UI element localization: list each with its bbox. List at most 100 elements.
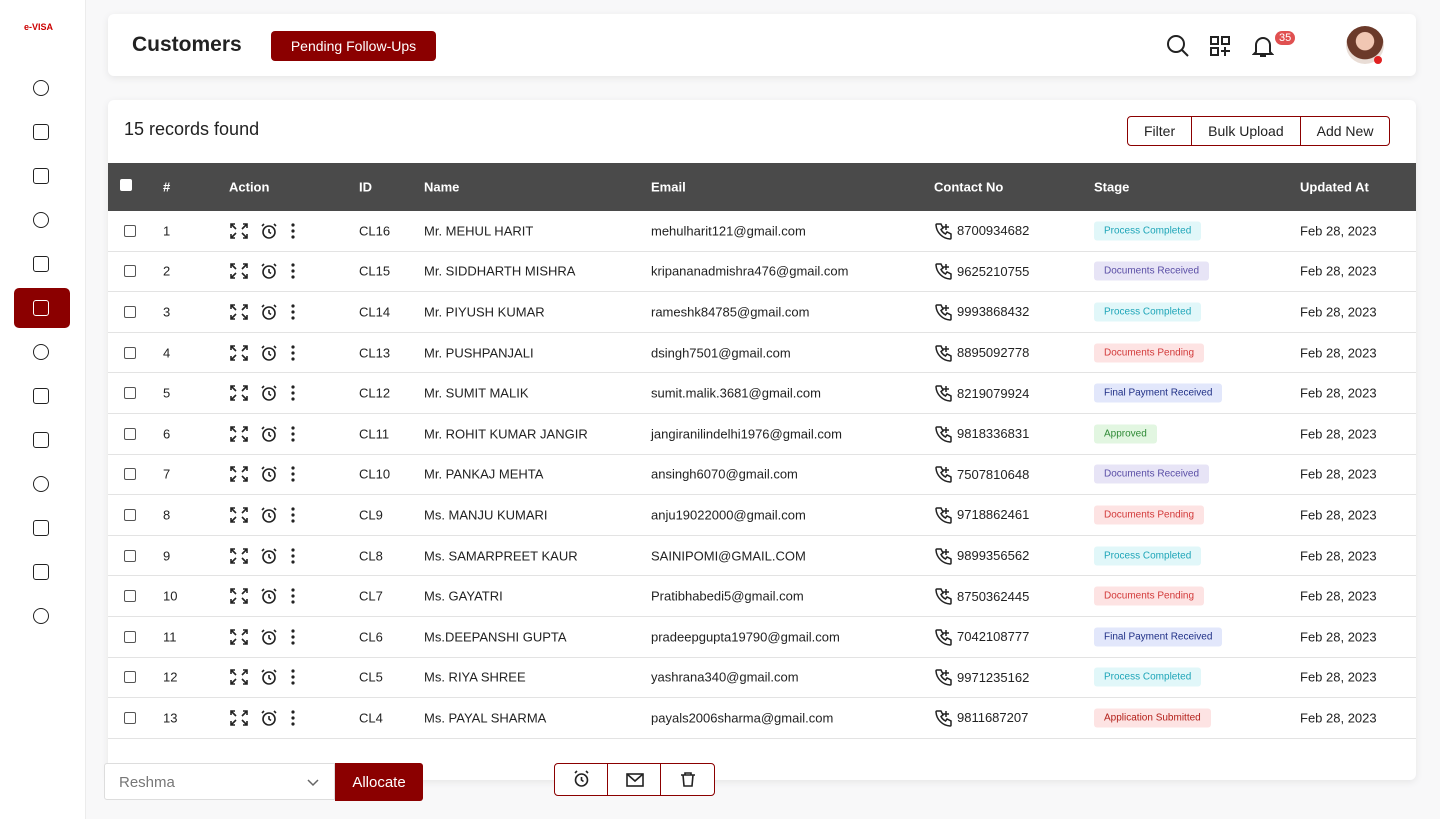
search-icon[interactable] bbox=[1166, 34, 1190, 58]
more-icon[interactable] bbox=[289, 628, 297, 646]
stage-badge: Documents Received bbox=[1094, 261, 1210, 281]
stage-badge: Final Payment Received bbox=[1094, 627, 1223, 647]
nav-icon[interactable] bbox=[33, 520, 49, 536]
reminder-icon[interactable] bbox=[259, 587, 279, 605]
nav-icon[interactable] bbox=[33, 476, 49, 492]
reminder-icon[interactable] bbox=[259, 547, 279, 565]
toolbar-button[interactable]: Bulk Upload bbox=[1191, 117, 1300, 145]
expand-icon[interactable] bbox=[229, 628, 249, 646]
reminder-icon[interactable] bbox=[259, 425, 279, 443]
row-checkbox[interactable] bbox=[124, 590, 136, 603]
stage-badge: Documents Pending bbox=[1094, 343, 1205, 363]
toolbar-button[interactable]: Filter bbox=[1144, 123, 1176, 139]
pending-tab[interactable]: Pending Follow-Ups bbox=[271, 31, 436, 61]
more-icon[interactable] bbox=[289, 262, 297, 280]
row-actions bbox=[229, 547, 297, 565]
expand-icon[interactable] bbox=[229, 709, 249, 727]
row-checkbox[interactable] bbox=[124, 387, 136, 400]
expand-icon[interactable] bbox=[229, 344, 249, 362]
row-checkbox[interactable] bbox=[124, 671, 136, 684]
toolbar-button[interactable]: Add New bbox=[1299, 117, 1390, 145]
expand-icon[interactable] bbox=[229, 668, 249, 686]
more-icon[interactable] bbox=[289, 303, 297, 321]
reminder-icon[interactable] bbox=[259, 344, 279, 362]
row-checkbox[interactable] bbox=[124, 630, 136, 643]
reminder-icon[interactable] bbox=[259, 303, 279, 321]
reminder-icon[interactable] bbox=[259, 506, 279, 524]
row-checkbox[interactable] bbox=[124, 265, 136, 278]
nav-active[interactable] bbox=[14, 288, 70, 328]
table-row: 10 CL7 Ms. GAYATRI Pratibhabedi5@gmail.com 8… bbox=[108, 576, 1416, 617]
reminder-icon[interactable] bbox=[259, 709, 279, 727]
nav-icon[interactable] bbox=[33, 212, 49, 228]
assignee-select[interactable]: Reshma bbox=[104, 763, 335, 800]
select-all[interactable] bbox=[120, 179, 132, 191]
bulk-reminder[interactable] bbox=[555, 764, 608, 795]
expand-icon[interactable] bbox=[229, 465, 249, 483]
expand-icon[interactable] bbox=[229, 303, 249, 321]
row-checkbox[interactable] bbox=[124, 508, 136, 521]
nav-icon[interactable] bbox=[33, 300, 49, 316]
more-icon[interactable] bbox=[289, 709, 297, 727]
nav-icon[interactable] bbox=[33, 168, 49, 184]
reminder-icon[interactable] bbox=[259, 262, 279, 280]
expand-icon[interactable] bbox=[229, 547, 249, 565]
row-checkbox[interactable] bbox=[124, 427, 136, 440]
expand-icon[interactable] bbox=[229, 384, 249, 402]
reminder-icon[interactable] bbox=[259, 384, 279, 402]
more-icon[interactable] bbox=[289, 222, 297, 240]
icon-shape bbox=[262, 549, 276, 564]
contact: 7507810648 bbox=[934, 465, 1029, 484]
icon-shape bbox=[261, 304, 277, 316]
bell-icon[interactable] bbox=[1252, 35, 1274, 59]
bulk-email[interactable] bbox=[608, 764, 661, 795]
more-icon[interactable] bbox=[289, 344, 297, 362]
row-checkbox[interactable] bbox=[124, 711, 136, 724]
expand-icon[interactable] bbox=[229, 222, 249, 240]
expand-icon[interactable] bbox=[229, 506, 249, 524]
row-checkbox[interactable] bbox=[124, 305, 136, 318]
expand-icon[interactable] bbox=[229, 425, 249, 443]
nav-icon[interactable] bbox=[33, 344, 49, 360]
more-icon[interactable] bbox=[289, 587, 297, 605]
more-icon[interactable] bbox=[289, 425, 297, 443]
nav-icon[interactable] bbox=[33, 80, 49, 96]
row-number: 13 bbox=[163, 710, 178, 726]
more-icon[interactable] bbox=[289, 465, 297, 483]
apps-icon[interactable] bbox=[1209, 35, 1231, 57]
nav-icon[interactable] bbox=[33, 432, 49, 448]
reminder-icon[interactable] bbox=[259, 465, 279, 483]
more-icon[interactable] bbox=[289, 668, 297, 686]
nav-icon[interactable] bbox=[33, 388, 49, 404]
row-checkbox[interactable] bbox=[124, 468, 136, 481]
allocate-button[interactable]: Allocate bbox=[335, 763, 423, 801]
icon-shape bbox=[230, 507, 248, 523]
reminder-icon[interactable] bbox=[259, 668, 279, 686]
row-actions bbox=[229, 506, 297, 524]
icon-shape bbox=[935, 669, 952, 687]
updated-at: Feb 28, 2023 bbox=[1300, 507, 1377, 523]
reminder-icon[interactable] bbox=[259, 222, 279, 240]
customer-id: CL6 bbox=[359, 629, 383, 645]
nav-icon[interactable] bbox=[33, 124, 49, 140]
row-checkbox[interactable] bbox=[124, 549, 136, 562]
nav-icon[interactable] bbox=[33, 256, 49, 272]
icon-shape bbox=[230, 628, 248, 645]
icon-shape bbox=[230, 263, 248, 280]
more-icon[interactable] bbox=[289, 506, 297, 524]
expand-icon[interactable] bbox=[229, 262, 249, 280]
more-icon[interactable] bbox=[289, 384, 297, 402]
nav-icon[interactable] bbox=[33, 564, 49, 580]
icon-shape bbox=[261, 345, 277, 356]
more-icon[interactable] bbox=[289, 547, 297, 565]
icon-shape bbox=[291, 263, 295, 267]
reminder-icon[interactable] bbox=[259, 628, 279, 646]
row-checkbox[interactable] bbox=[124, 346, 136, 359]
row-actions bbox=[229, 425, 297, 443]
row-checkbox[interactable] bbox=[124, 224, 136, 237]
bulk-delete[interactable] bbox=[661, 764, 714, 795]
expand-icon[interactable] bbox=[229, 587, 249, 605]
icon-shape bbox=[291, 716, 295, 720]
nav-icon[interactable] bbox=[33, 608, 49, 624]
icon-shape bbox=[261, 426, 277, 437]
